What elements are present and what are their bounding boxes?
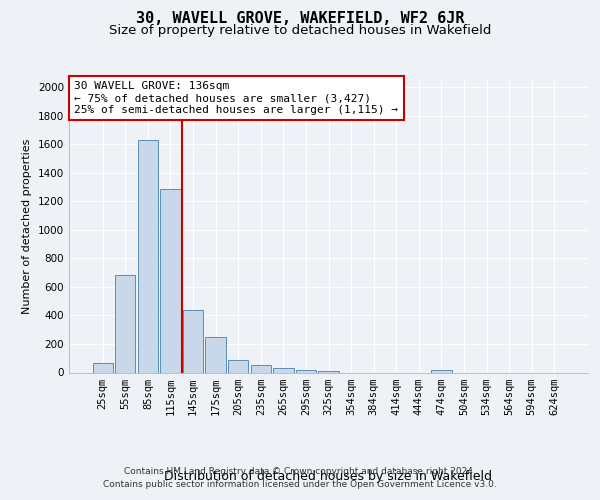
Bar — [273, 368, 293, 372]
Bar — [92, 363, 113, 372]
Bar — [319, 371, 338, 372]
Bar — [115, 276, 136, 372]
Bar — [228, 360, 248, 372]
Bar — [205, 337, 226, 372]
Text: Contains HM Land Registry data © Crown copyright and database right 2024.: Contains HM Land Registry data © Crown c… — [124, 467, 476, 476]
Bar — [296, 370, 316, 372]
Text: Contains public sector information licensed under the Open Government Licence v3: Contains public sector information licen… — [103, 480, 497, 489]
Bar — [431, 370, 452, 372]
Text: 30 WAVELL GROVE: 136sqm
← 75% of detached houses are smaller (3,427)
25% of semi: 30 WAVELL GROVE: 136sqm ← 75% of detache… — [74, 82, 398, 114]
X-axis label: Distribution of detached houses by size in Wakefield: Distribution of detached houses by size … — [164, 470, 493, 484]
Bar — [138, 140, 158, 372]
Text: 30, WAVELL GROVE, WAKEFIELD, WF2 6JR: 30, WAVELL GROVE, WAKEFIELD, WF2 6JR — [136, 11, 464, 26]
Bar — [251, 366, 271, 372]
Y-axis label: Number of detached properties: Number of detached properties — [22, 138, 32, 314]
Text: Size of property relative to detached houses in Wakefield: Size of property relative to detached ho… — [109, 24, 491, 37]
Bar — [160, 189, 181, 372]
Bar — [183, 310, 203, 372]
